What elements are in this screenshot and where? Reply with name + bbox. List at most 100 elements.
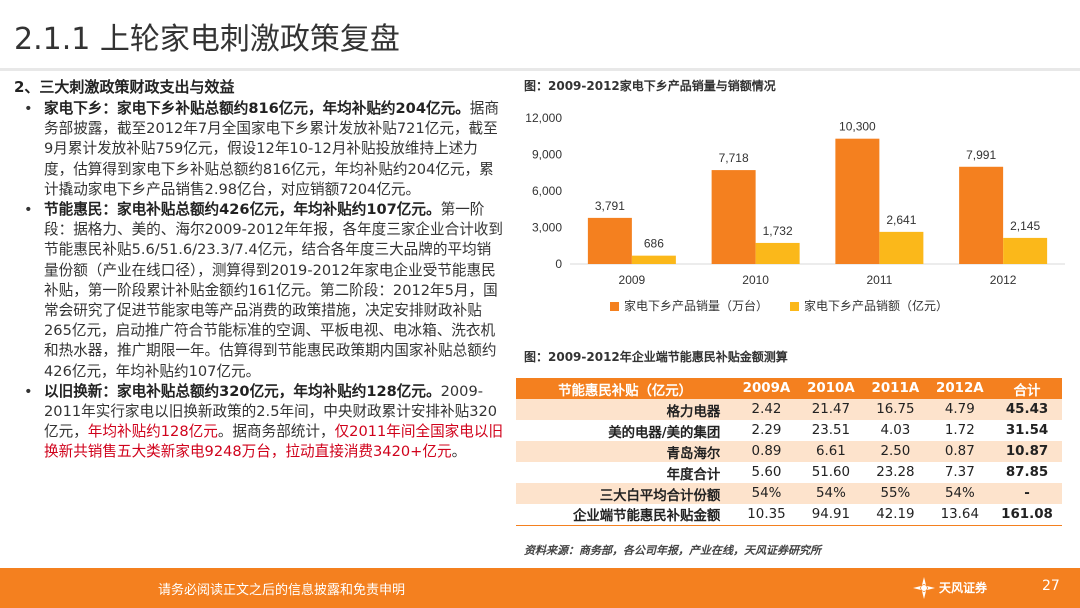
bullet-lead: 节能惠民：家电补贴总额约426亿元，年均补贴约107亿元。 [44, 201, 441, 219]
table-cell: 161.08 [992, 504, 1062, 526]
tianfeng-logo-icon [913, 577, 935, 599]
table-cell: 55% [863, 483, 928, 504]
bullet-list: 家电下乡：家电下乡补贴总额约816亿元，年均补贴约204亿元。据商务部披露，截至… [14, 99, 504, 463]
bar [959, 166, 1004, 264]
bullet-body: 第一阶段：据格力、美的、海尔2009-2012年年报，各年度三家企业合计收到节能… [44, 201, 503, 380]
table-cell: 10.35 [734, 504, 799, 526]
bullet-lead: 以旧换新：家电补贴总额约320亿元，年均补贴约128亿元。 [44, 382, 441, 400]
table-cell: 54% [798, 483, 864, 504]
title-divider [0, 68, 1080, 71]
data-label: 10,300 [839, 120, 876, 134]
table-cell: 7.37 [944, 465, 975, 480]
page-number: 27 [1042, 578, 1060, 594]
section-heading: 2、三大刺激政策财政支出与效益 [14, 78, 235, 96]
legend-label: 家电下乡产品销量（万台） [624, 298, 768, 313]
data-label: 7,991 [966, 148, 996, 162]
bar [755, 242, 800, 264]
logo-text: 天风证券 [939, 581, 988, 595]
y-tick-label: 6,000 [532, 184, 562, 198]
chart-title: 图：2009-2012家电下乡产品销量与销额情况 [524, 79, 776, 93]
data-label: 686 [644, 237, 664, 251]
bar-chart: 0 3,000 6,000 9,000 12,000 3,791 686 2009 7,718 1… [525, 111, 1065, 313]
table-title: 图：2009-2012年企业端节能惠民补贴金额测算 [524, 350, 788, 364]
footer: 请务必阅读正文之后的信息披露和免责申明 天风证券 27 [0, 568, 1080, 608]
table-header: 合计 [992, 378, 1062, 399]
table-cell: 2.42 [734, 399, 799, 420]
table-cell: 4.03 [880, 423, 911, 438]
source-note: 资料来源：商务部，各公司年报，产业在线，天风证券研究所 [524, 544, 821, 557]
table-cell: 54% [734, 483, 799, 504]
table-cell: 23.51 [811, 423, 851, 438]
x-tick-label: 2009 [619, 273, 646, 287]
bullet-highlight: 仅2011年间全国家电以旧换新共销售五大类新家电9248万台，拉动直接消费342… [44, 423, 504, 461]
table-cell: - [992, 483, 1062, 504]
table-header: 节能惠民补贴（亿元） [516, 378, 735, 399]
bullet-body: 。据商务部统计， [217, 423, 335, 441]
bar [835, 138, 880, 264]
bullet-lead: 家电下乡：家电下乡补贴总额约816亿元，年均补贴约204亿元。 [44, 100, 470, 117]
table-row: 格力电器 2.42 21.47 16.75 4.79 45.43 [516, 399, 1062, 420]
bullet-highlight: 年均补贴约128亿元 [87, 423, 218, 441]
disclaimer-text: 请务必阅读正文之后的信息披露和免责申明 [158, 583, 406, 598]
table-header: 2011A [863, 378, 928, 399]
legend-swatch [610, 302, 619, 311]
table-cell: 31.54 [1005, 423, 1049, 438]
data-label: 3,791 [595, 199, 625, 213]
table-cell: 三大白平均合计份额 [516, 483, 735, 504]
y-tick-label: 3,000 [532, 221, 562, 235]
table-row: 企业端节能惠民补贴金额 10.35 94.91 42.19 13.64 161.… [516, 504, 1062, 526]
table-cell: 13.64 [927, 504, 993, 526]
brand-logo: 天风证券 [912, 576, 987, 602]
title-bar: 2.1.1 上轮家电刺激政策复盘 [0, 0, 1080, 71]
text-column: 2、三大刺激政策财政支出与效益 家电下乡：家电下乡补贴总额约816亿元，年均补贴… [14, 76, 504, 463]
data-label: 7,718 [719, 151, 749, 165]
bullet-tradein: 以旧换新：家电补贴总额约320亿元，年均补贴约128亿元。2009-2011年实… [14, 382, 504, 463]
bullet-body: 。 [451, 443, 467, 461]
y-tick-label: 9,000 [532, 148, 562, 162]
x-tick-label: 2012 [990, 273, 1017, 287]
legend-label: 家电下乡产品销额（亿元） [804, 298, 948, 313]
bar [587, 217, 632, 264]
table-cell: 2.29 [751, 423, 782, 438]
bullet-body: 据商务部披露，截至2012年7月全国家电下乡累计发放补贴721亿元，截至9月累计… [44, 100, 499, 198]
bullet-rural: 家电下乡：家电下乡补贴总额约816亿元，年均补贴约204亿元。据商务部披露，截至… [14, 99, 504, 200]
table-header: 2009A [734, 378, 799, 399]
bullet-energy: 节能惠民：家电补贴总额约426亿元，年均补贴约107亿元。第一阶段：据格力、美的… [14, 200, 504, 382]
table-cell: 企业端节能惠民补贴金额 [516, 504, 735, 526]
table-row: 年度合计 5.60 51.60 23.28 7.37 87.85 [516, 462, 1062, 483]
x-tick-label: 2011 [866, 273, 892, 287]
y-tick-label: 0 [555, 257, 562, 271]
table-cell: 42.19 [863, 504, 928, 526]
table-cell: 4.79 [927, 399, 993, 420]
bar [631, 255, 676, 264]
table-header-row: 节能惠民补贴（亿元） 2009A 2010A 2011A 2012A 合计 [516, 378, 1062, 399]
y-tick-label: 12,000 [525, 111, 562, 125]
table-cell: 0.89 [734, 441, 799, 462]
table-cell: 年度合计 [666, 467, 721, 483]
bar [1003, 237, 1048, 264]
data-label: 2,145 [1010, 219, 1040, 233]
table-cell: 2.50 [863, 441, 928, 462]
table-cell: 10.87 [992, 441, 1062, 462]
table-cell: 51.60 [811, 465, 851, 480]
data-label: 1,732 [763, 224, 793, 238]
table-cell: 23.28 [876, 465, 915, 480]
table-cell: 0.87 [927, 441, 993, 462]
table-cell: 青岛海尔 [516, 441, 735, 462]
table-row: 美的电器/美的集团 2.29 23.51 4.03 1.72 31.54 [516, 420, 1062, 441]
table-header: 2010A [798, 378, 864, 399]
bullet-body: 2009-2011年实行家电以旧换新政策的2.5年间，中央财政累计安排补贴320… [44, 382, 498, 441]
table-header: 2012A [927, 378, 993, 399]
table-row: 青岛海尔 0.89 6.61 2.50 0.87 10.87 [516, 441, 1062, 462]
page-title: 2.1.1 上轮家电刺激政策复盘 [14, 22, 400, 57]
bar [879, 231, 924, 264]
bar [711, 170, 756, 264]
table-cell: 16.75 [863, 399, 928, 420]
table-cell: 54% [927, 483, 993, 504]
table-cell: 87.85 [1005, 465, 1049, 480]
legend-swatch [790, 302, 799, 311]
table-cell: 6.61 [798, 441, 864, 462]
table-cell: 格力电器 [516, 399, 735, 420]
table-row: 三大白平均合计份额 54% 54% 55% 54% - [516, 483, 1062, 504]
table-cell: 94.91 [798, 504, 864, 526]
